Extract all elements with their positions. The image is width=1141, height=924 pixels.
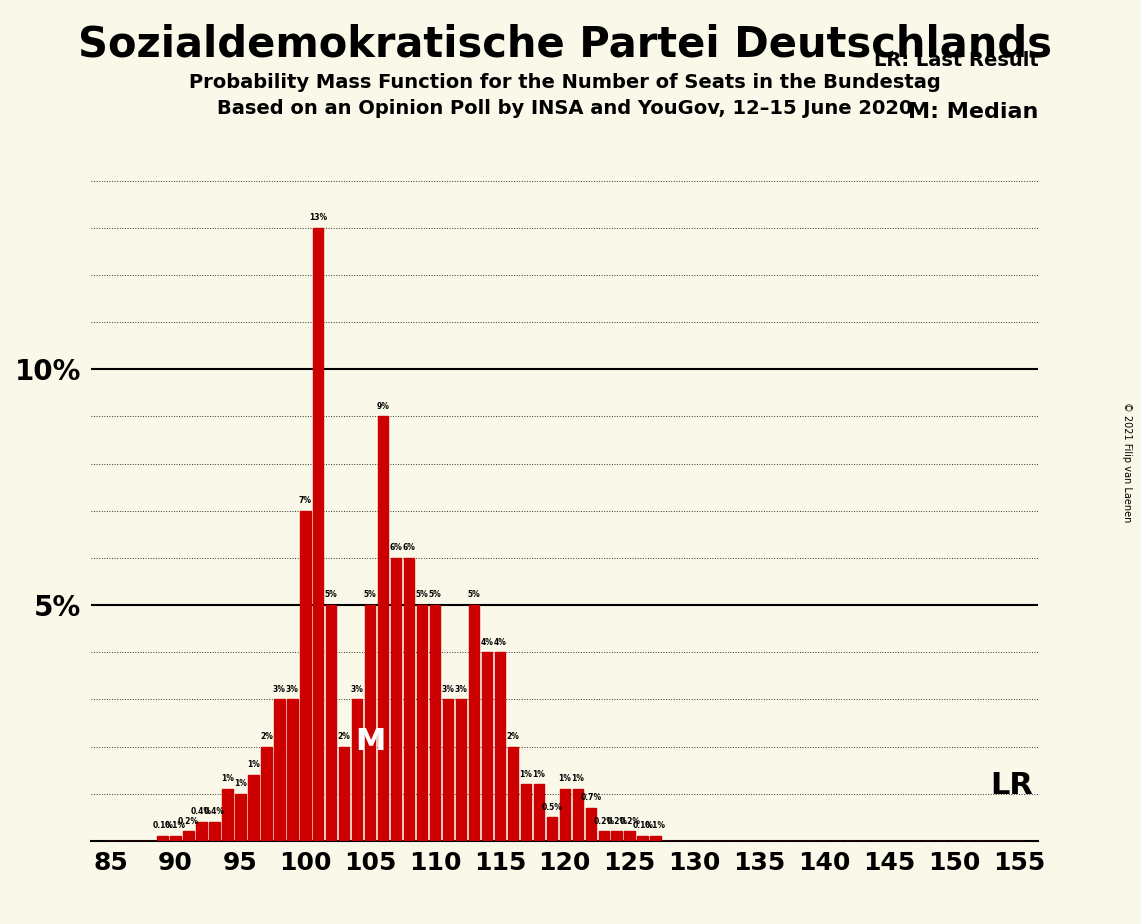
Bar [404,558,414,841]
Text: 4%: 4% [494,638,507,647]
Bar [378,417,388,841]
Text: 1%: 1% [221,774,234,784]
Bar [455,699,467,841]
Bar [249,775,259,841]
Text: LR: LR [990,771,1034,800]
Text: 2%: 2% [507,732,519,741]
Text: 3%: 3% [454,685,468,694]
Bar [559,789,570,841]
Text: 0.4%: 0.4% [204,808,225,816]
Text: 3%: 3% [286,685,299,694]
Text: 0.1%: 0.1% [645,821,666,831]
Bar [573,789,583,841]
Text: 0.5%: 0.5% [541,803,563,811]
Bar [339,747,349,841]
Text: 1%: 1% [246,760,260,769]
Text: 5%: 5% [415,590,429,600]
Bar [534,784,544,841]
Bar [482,652,492,841]
Text: 5%: 5% [468,590,480,600]
Text: 3%: 3% [273,685,286,694]
Text: 5%: 5% [429,590,442,600]
Text: 0.2%: 0.2% [606,817,628,826]
Text: 4%: 4% [480,638,493,647]
Bar [261,747,272,841]
Text: 1%: 1% [234,779,246,788]
Bar [599,832,609,841]
Bar [547,817,557,841]
Bar [495,652,505,841]
Text: 0.1%: 0.1% [152,821,173,831]
Text: 0.1%: 0.1% [632,821,653,831]
Text: 6%: 6% [403,543,415,553]
Bar [274,699,284,841]
Bar [157,836,168,841]
Bar [313,228,324,841]
Text: 1%: 1% [533,770,545,779]
Text: Based on an Opinion Poll by INSA and YouGov, 12–15 June 2020: Based on an Opinion Poll by INSA and You… [217,99,913,118]
Bar [300,511,310,841]
Bar [430,605,440,841]
Text: M: Median: M: Median [908,103,1038,122]
Text: 0.7%: 0.7% [580,793,601,802]
Bar [520,784,531,841]
Bar [469,605,479,841]
Bar [650,836,661,841]
Bar [288,699,298,841]
Text: 2%: 2% [338,732,350,741]
Bar [624,832,634,841]
Bar [508,747,518,841]
Text: 1%: 1% [519,770,533,779]
Bar [391,558,402,841]
Bar [209,822,220,841]
Bar [222,789,233,841]
Text: 9%: 9% [377,402,389,411]
Text: © 2021 Filip van Laenen: © 2021 Filip van Laenen [1122,402,1132,522]
Text: 0.2%: 0.2% [593,817,614,826]
Text: 0.4%: 0.4% [191,808,212,816]
Bar [326,605,337,841]
Text: 13%: 13% [309,213,327,222]
Text: 0.2%: 0.2% [620,817,640,826]
Text: 5%: 5% [325,590,338,600]
Text: 0.2%: 0.2% [178,817,199,826]
Text: 7%: 7% [299,496,311,505]
Text: 1%: 1% [572,774,584,784]
Bar [638,836,648,841]
Bar [585,808,596,841]
Text: Sozialdemokratische Partei Deutschlands: Sozialdemokratische Partei Deutschlands [78,23,1052,65]
Text: Probability Mass Function for the Number of Seats in the Bundestag: Probability Mass Function for the Number… [189,73,940,92]
Bar [443,699,453,841]
Bar [235,794,245,841]
Text: M: M [355,727,386,757]
Text: 0.1%: 0.1% [165,821,186,831]
Bar [184,832,194,841]
Text: 2%: 2% [260,732,273,741]
Bar [170,836,180,841]
Bar [612,832,622,841]
Text: 3%: 3% [350,685,364,694]
Bar [196,822,207,841]
Text: 6%: 6% [390,543,403,553]
Text: 1%: 1% [558,774,572,784]
Bar [416,605,427,841]
Bar [365,605,375,841]
Text: LR: Last Result: LR: Last Result [874,51,1038,70]
Text: 5%: 5% [364,590,377,600]
Bar [353,699,363,841]
Text: 3%: 3% [442,685,454,694]
